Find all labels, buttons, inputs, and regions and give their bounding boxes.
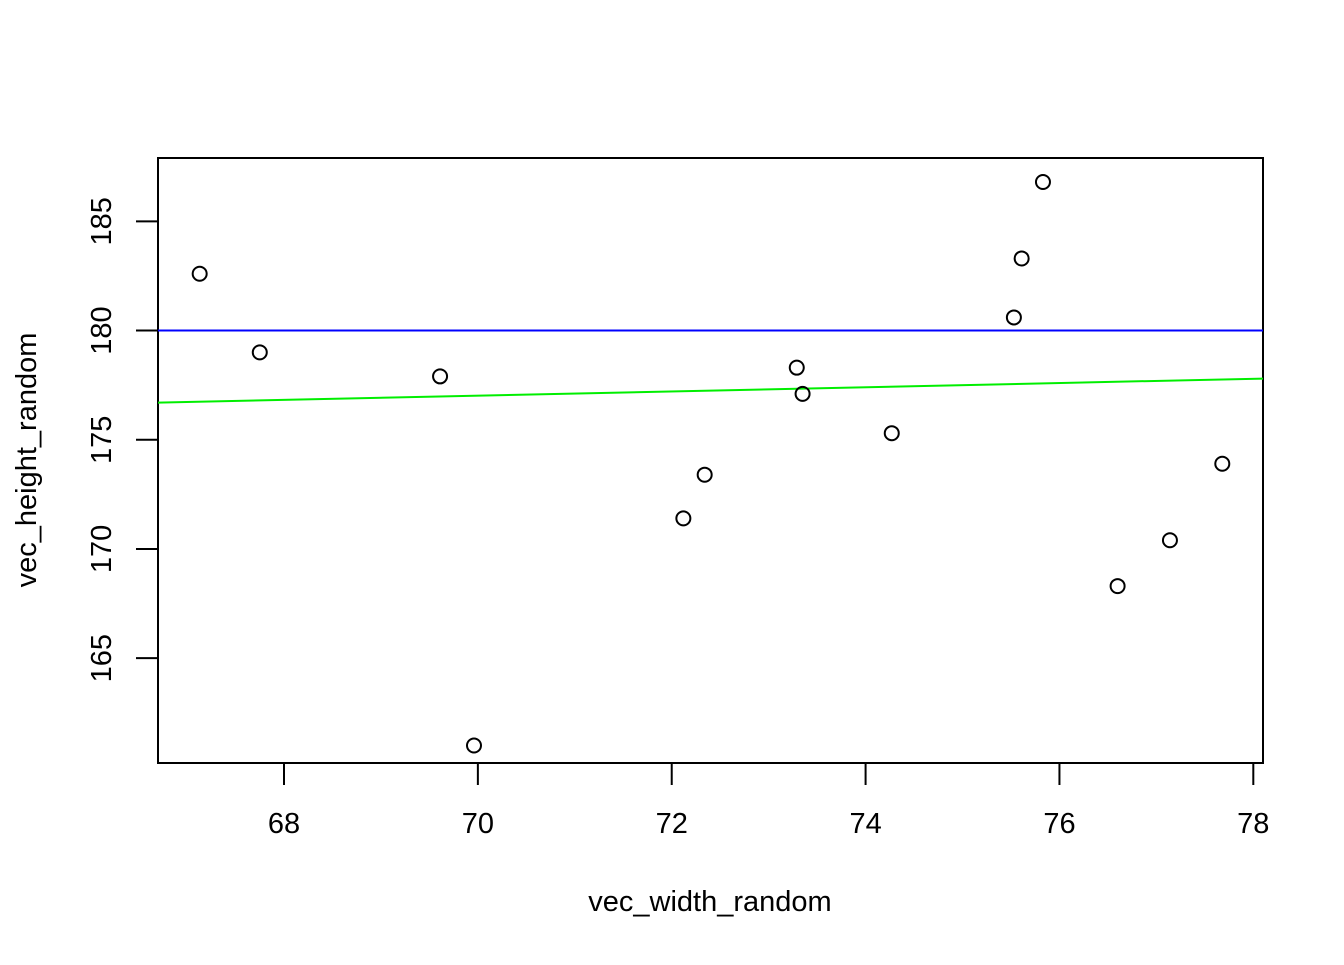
data-point [1161, 532, 1178, 549]
y-tick-label: 175 [86, 416, 118, 464]
x-tick-label: 76 [1043, 808, 1075, 840]
data-point [1034, 174, 1051, 191]
y-tick-label: 165 [86, 634, 118, 682]
x-tick-label: 78 [1237, 808, 1269, 840]
data-point [1013, 250, 1030, 267]
data-point [696, 466, 713, 483]
y-tick-label: 180 [86, 306, 118, 354]
y-tick-label: 170 [86, 525, 118, 573]
data-point [794, 385, 811, 402]
data-point [1109, 578, 1126, 595]
y-axis-label: vec_height_random [11, 333, 43, 588]
data-point [251, 344, 268, 361]
data-point [1214, 455, 1231, 472]
x-tick-label: 68 [268, 808, 300, 840]
regression-line [158, 377, 1263, 404]
plot-area: 68 70 72 74 76 78 165 170 175 180 185 [86, 157, 1269, 840]
plot-frame [157, 157, 1264, 764]
x-axis-label: vec_width_random [588, 886, 831, 918]
x-tick-label: 70 [462, 808, 494, 840]
data-point [1005, 309, 1022, 326]
data-point [883, 425, 900, 442]
data-point [465, 737, 482, 754]
data-point [191, 265, 208, 282]
y-tick-label: 185 [86, 197, 118, 245]
data-point [675, 510, 692, 527]
data-point [788, 359, 805, 376]
x-tick-label: 72 [656, 808, 688, 840]
data-point [432, 368, 449, 385]
x-tick-label: 74 [849, 808, 881, 840]
